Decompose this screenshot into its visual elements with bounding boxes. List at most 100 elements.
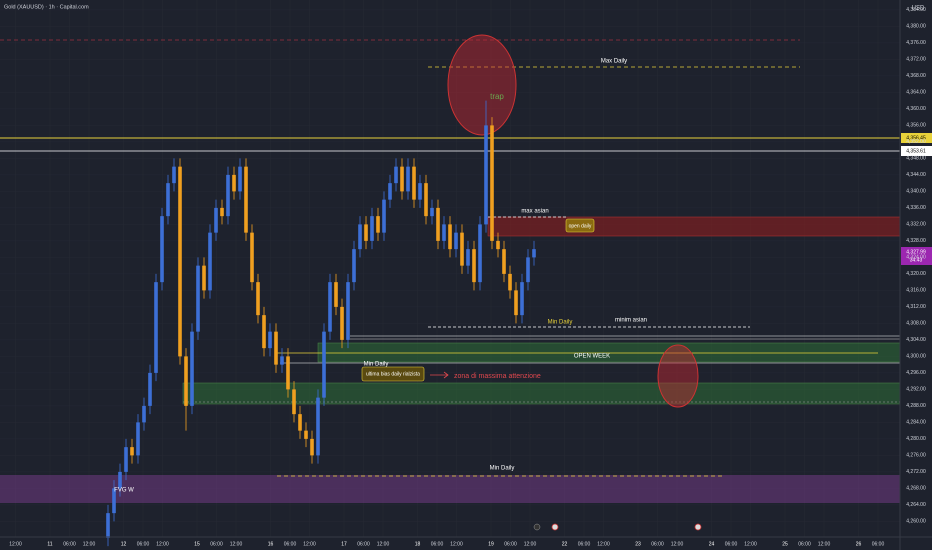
x-tick-label: 12:00	[9, 541, 22, 547]
candle-body	[208, 232, 212, 291]
annotation: minim asian	[615, 318, 647, 324]
candle-body	[526, 257, 530, 283]
x-tick-label: 12:00	[450, 541, 463, 547]
x-tick-label: 12:00	[156, 541, 169, 547]
candle-body	[148, 372, 152, 406]
candle-body	[214, 207, 218, 233]
candle-body	[292, 389, 296, 415]
y-tick-label: 4,264.00	[906, 502, 926, 508]
candles	[106, 100, 536, 547]
x-tick-label: 12:00	[744, 541, 757, 547]
candle-body	[412, 166, 416, 200]
x-tick-label: 06:00	[578, 541, 591, 547]
x-tick-label: 06:00	[872, 541, 885, 547]
x-tick-label: 12:00	[303, 541, 316, 547]
highlight-circle	[447, 34, 517, 136]
candle-body	[388, 183, 392, 200]
candle-body	[340, 306, 344, 340]
candle-body	[304, 430, 308, 439]
y-tick-label: 4,272.00	[906, 469, 926, 475]
label-box	[361, 366, 425, 382]
candle-body	[418, 183, 422, 200]
y-tick-label: 4,356.00	[906, 123, 926, 129]
candle-body	[394, 166, 398, 184]
candle-body	[442, 224, 446, 241]
candle-body	[112, 488, 116, 514]
annotation: Min Daily	[490, 466, 515, 472]
annotation: open daily	[569, 223, 592, 229]
x-tick-label: 06:00	[284, 541, 297, 547]
annotation: max asian	[521, 209, 548, 215]
candle-body	[244, 166, 248, 233]
candle-body	[178, 166, 182, 357]
candle-body	[220, 207, 224, 217]
y-tick-label: 4,308.00	[906, 321, 926, 327]
y-tick-label: 4,280.00	[906, 436, 926, 442]
candle-body	[274, 331, 278, 365]
x-tick-label: 12:00	[818, 541, 831, 547]
y-tick-label: 4,380.00	[906, 24, 926, 30]
candle-body	[196, 265, 200, 332]
y-tick-label: 4,352.00	[906, 139, 926, 145]
candle-body	[184, 356, 188, 406]
y-tick-label: 4,268.00	[906, 486, 926, 492]
x-tick-label: 11	[47, 541, 52, 547]
candle-body	[310, 438, 314, 456]
x-tick-label: 06:00	[210, 541, 223, 547]
y-tick-label: 4,292.00	[906, 387, 926, 393]
y-tick-label: 4,324.00	[906, 255, 926, 261]
x-tick-label: 12:00	[671, 541, 684, 547]
annotation: Min Daily	[364, 362, 389, 368]
x-tick-label: 06:00	[357, 541, 370, 547]
event-icon[interactable]	[533, 523, 541, 531]
x-tick-label: 12:00	[377, 541, 390, 547]
price-tag	[901, 133, 932, 143]
candle-body	[238, 166, 242, 192]
y-tick-label: 4,296.00	[906, 370, 926, 376]
x-tick-label: 22	[562, 541, 568, 547]
candle-body	[406, 166, 410, 192]
annotation: FVG W	[114, 488, 134, 494]
y-tick-label: 4,364.00	[906, 90, 926, 96]
candle-body	[202, 265, 206, 291]
candle-body	[478, 224, 482, 283]
candle-body	[358, 224, 362, 250]
event-icon[interactable]	[551, 523, 559, 531]
highlight-circle	[657, 344, 699, 408]
candle-body	[490, 125, 494, 241]
y-tick-label: 4,316.00	[906, 288, 926, 294]
candle-body	[328, 282, 332, 332]
label-box	[565, 218, 595, 233]
price-tag-label: 4,356.45	[906, 135, 926, 141]
y-tick-label: 4,372.00	[906, 57, 926, 63]
annotation: ultima bias daily rialzista	[366, 371, 420, 377]
candle-body	[532, 249, 536, 258]
candle-body	[262, 315, 266, 349]
candle-body	[472, 249, 476, 283]
candle-body	[364, 224, 368, 241]
annotation: trap	[490, 92, 504, 101]
x-tick-label: 12:00	[524, 541, 537, 547]
candle-body	[118, 471, 122, 489]
y-tick-label: 4,336.00	[906, 205, 926, 211]
x-tick-label: 12	[121, 541, 127, 547]
candle-body	[130, 447, 134, 456]
x-tick-label: 23	[635, 541, 641, 547]
candle-body	[514, 290, 518, 316]
red-zone	[487, 216, 901, 237]
candle-body	[520, 282, 524, 316]
candle-body	[106, 513, 110, 538]
price-tag-label: 4,327.99	[906, 249, 926, 255]
event-icon[interactable]	[694, 523, 702, 531]
candle-body	[160, 216, 164, 283]
candle-body	[436, 207, 440, 241]
candle-body	[466, 249, 470, 266]
candle-body	[352, 249, 356, 283]
candle-body	[496, 240, 500, 250]
candle-body	[154, 282, 158, 373]
price-tag-label: 4,353.61	[906, 148, 926, 154]
green-zone	[182, 382, 901, 405]
annotation: OPEN WEEK	[574, 354, 610, 360]
x-tick-label: 17	[341, 541, 347, 547]
